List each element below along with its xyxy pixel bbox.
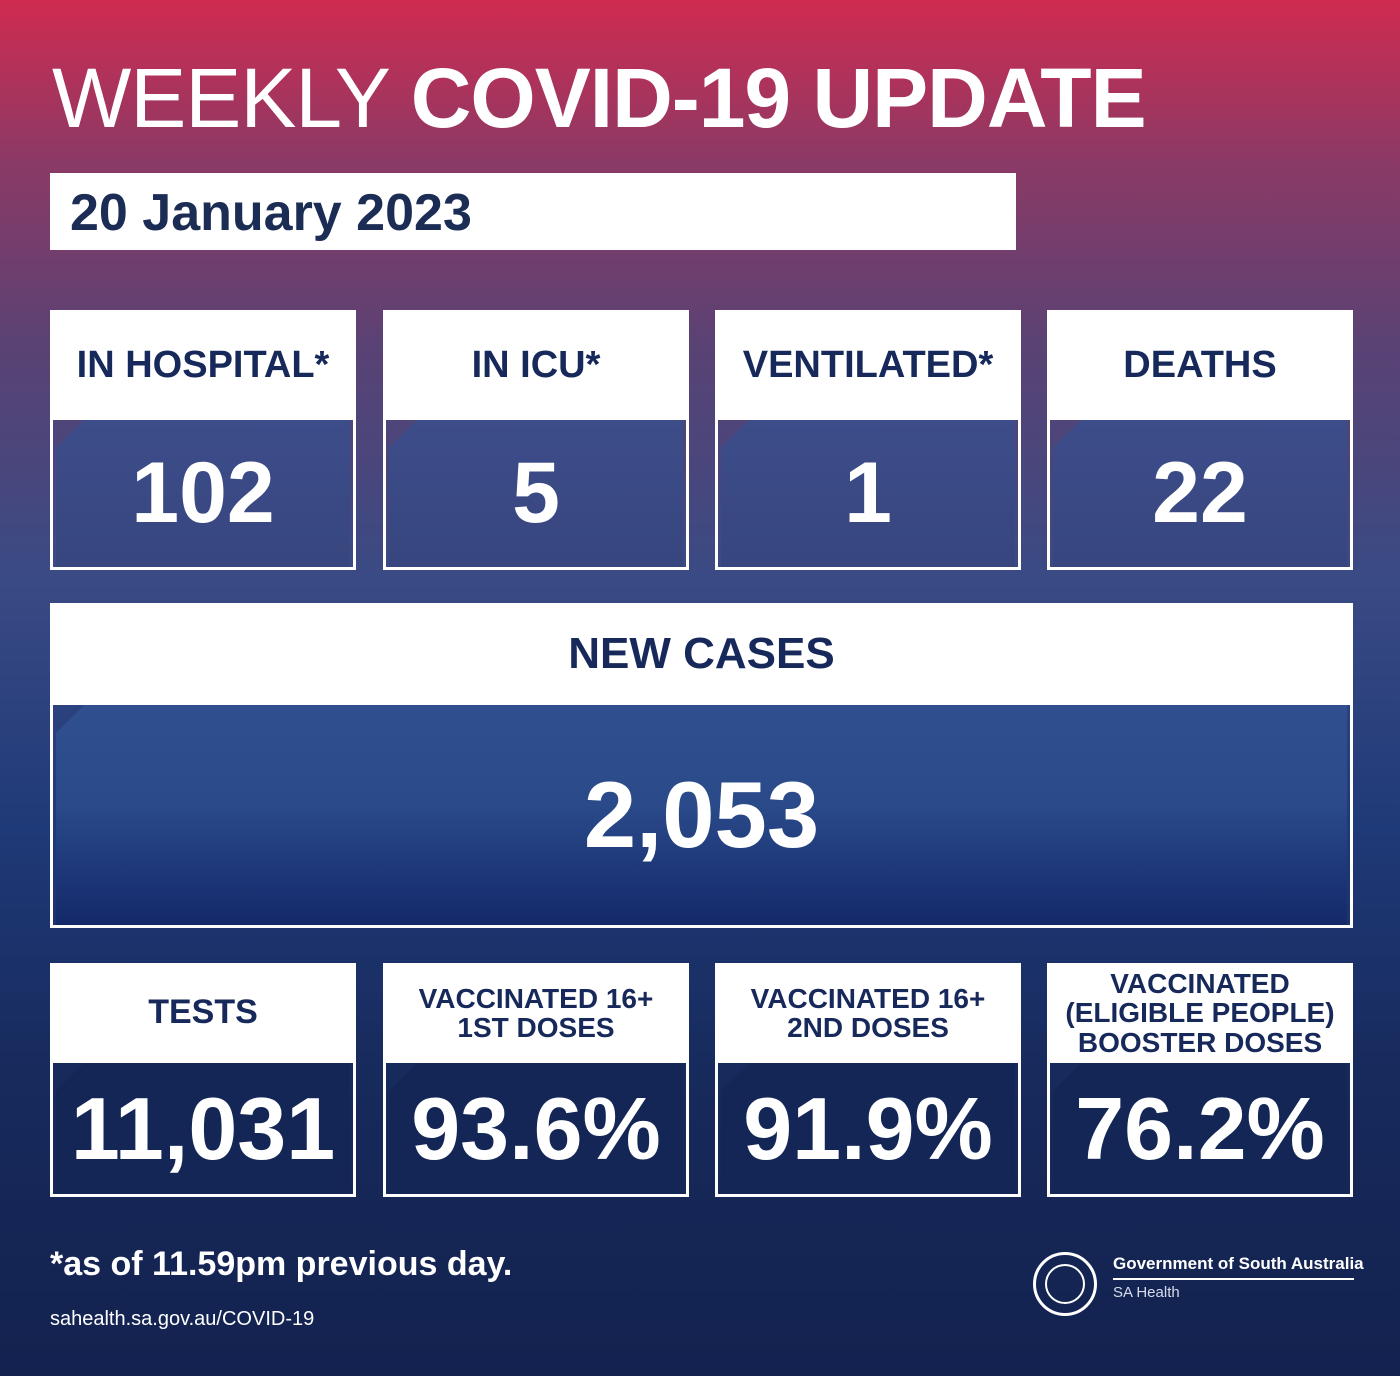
card-value: 76.2% (1075, 1078, 1325, 1178)
card-value: 5 (512, 445, 560, 541)
card-label: VENTILATED* (742, 343, 994, 386)
logo (1033, 1252, 1097, 1316)
stat-card: VACCINATED (ELIGIBLE PEOPLE) BOOSTER DOSES… (1047, 963, 1353, 1197)
url: sahealth.sa.gov.au/COVID-19 (50, 1308, 315, 1330)
stat-card: NEW CASES 2,053 (50, 603, 1353, 928)
card-value-box: 102 (50, 420, 356, 570)
card-value: 1 (844, 445, 892, 541)
card-value: 2,053 (583, 762, 820, 867)
card-slab (56, 1063, 350, 1194)
card-value-box: 5 (383, 420, 689, 570)
card-header: DEATHS (1047, 310, 1353, 420)
logo-inner (1045, 1264, 1085, 1304)
card-label: DEATHS (1123, 343, 1277, 386)
card-header: NEW CASES (50, 603, 1353, 705)
footnote: *as of 11.59pm previous day. (50, 1245, 513, 1283)
stat-card: VENTILATED* 1 (715, 310, 1021, 570)
card-label-line: 2ND DOSES (787, 1012, 949, 1043)
card-label-line: BOOSTER DOSES (1077, 1026, 1323, 1058)
card-slab (721, 420, 1015, 567)
stat-card: VACCINATED 16+ 2ND DOSES 91.9% (715, 963, 1021, 1197)
card-label-line: (ELIGIBLE PEOPLE) (1065, 997, 1335, 1029)
card-label-line: VACCINATED 16+ (750, 982, 986, 1014)
org-rule (1113, 1278, 1354, 1280)
date: 20 January 2023 (70, 184, 472, 242)
title-bold: COVID-19 UPDATE (410, 51, 1147, 145)
card-value-box: 2,053 (50, 705, 1353, 928)
org-name: Government of South Australia (1113, 1254, 1364, 1273)
card-slab (389, 420, 683, 567)
card-value: 91.9% (743, 1078, 993, 1178)
card-slab (1053, 420, 1347, 567)
card-value-box: 11,031 (50, 1063, 356, 1197)
title: WEEKLY COVID-19 UPDATE (52, 50, 1147, 147)
card-value: 11,031 (70, 1078, 336, 1178)
stat-card: VACCINATED 16+ 1ST DOSES 93.6% (383, 963, 689, 1197)
stat-card: IN ICU* 5 (383, 310, 689, 570)
card-label: IN ICU* (471, 343, 601, 386)
title-light: WEEKLY (52, 51, 389, 145)
card-value-box: 1 (715, 420, 1021, 570)
card-header: TESTS (50, 963, 356, 1063)
card-value-box: 76.2% (1047, 1063, 1353, 1197)
dept-name: SA Health (1113, 1284, 1180, 1301)
card-slab (389, 1063, 683, 1194)
card-value: 102 (131, 445, 275, 541)
stat-card: IN HOSPITAL* 102 (50, 310, 356, 570)
card-label-line: TESTS (148, 993, 258, 1032)
date-box: 20 January 2023 (50, 173, 1016, 250)
card-header: VACCINATED 16+ 1ST DOSES (383, 963, 689, 1063)
card-label: NEW CASES (568, 629, 835, 678)
card-header: VACCINATED (ELIGIBLE PEOPLE) BOOSTER DOSES (1047, 963, 1353, 1063)
card-label-line: VACCINATED 16+ (418, 982, 654, 1014)
card-value-box: 22 (1047, 420, 1353, 570)
stat-card: TESTS 11,031 (50, 963, 356, 1197)
card-header: IN HOSPITAL* (50, 310, 356, 420)
card-slab (56, 420, 350, 567)
card-label-line: 1ST DOSES (457, 1012, 615, 1043)
card-label-line: VACCINATED (1110, 967, 1290, 999)
card-value-box: 93.6% (383, 1063, 689, 1197)
card-slab (1053, 1063, 1347, 1194)
card-slab (56, 705, 1347, 925)
card-slab (721, 1063, 1015, 1194)
card-label: IN HOSPITAL* (76, 343, 330, 386)
stat-card: DEATHS 22 (1047, 310, 1353, 570)
card-header: VENTILATED* (715, 310, 1021, 420)
card-header: IN ICU* (383, 310, 689, 420)
card-value: 93.6% (411, 1078, 661, 1178)
card-value: 22 (1152, 445, 1248, 541)
card-value-box: 91.9% (715, 1063, 1021, 1197)
card-header: VACCINATED 16+ 2ND DOSES (715, 963, 1021, 1063)
